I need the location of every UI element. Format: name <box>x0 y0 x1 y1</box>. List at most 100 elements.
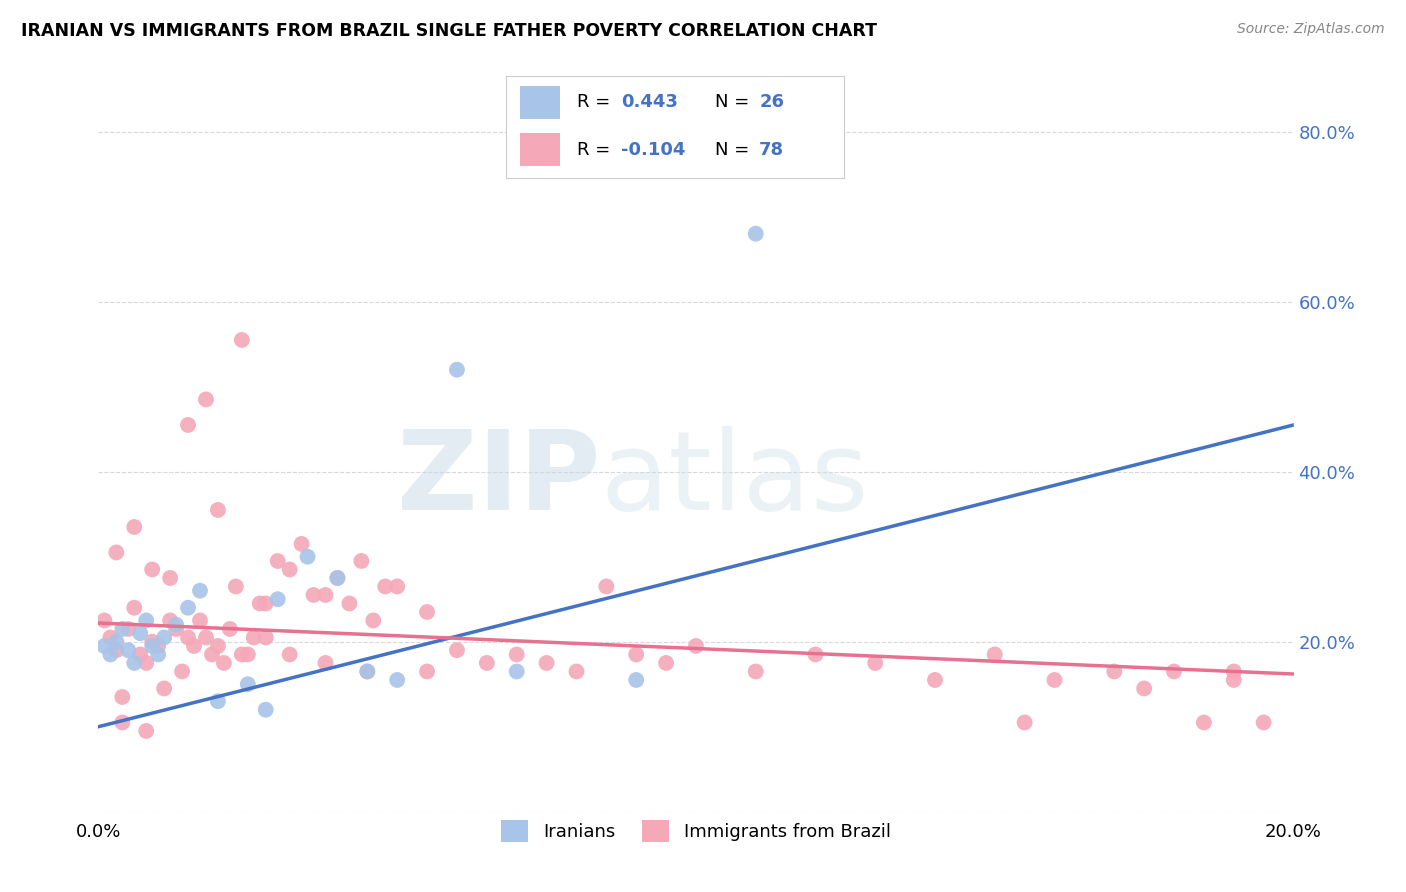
Point <box>135 614 157 628</box>
Point <box>153 681 176 696</box>
Point <box>105 643 128 657</box>
Point <box>297 549 319 564</box>
Point <box>207 503 229 517</box>
Point <box>93 639 115 653</box>
Point <box>153 631 176 645</box>
Point <box>1223 665 1246 679</box>
Point <box>129 648 152 662</box>
Point <box>446 643 468 657</box>
Point <box>745 227 768 241</box>
Point <box>159 571 181 585</box>
Point <box>278 562 301 576</box>
Point <box>385 673 409 687</box>
Text: IRANIAN VS IMMIGRANTS FROM BRAZIL SINGLE FATHER POVERTY CORRELATION CHART: IRANIAN VS IMMIGRANTS FROM BRAZIL SINGLE… <box>21 22 877 40</box>
Point <box>105 634 128 648</box>
Point <box>124 600 146 615</box>
Point <box>207 639 229 653</box>
Point <box>475 656 498 670</box>
Point <box>374 579 396 593</box>
Point <box>165 617 187 632</box>
Point <box>98 631 122 645</box>
Point <box>626 648 648 662</box>
Point <box>159 614 181 628</box>
Point <box>225 579 247 593</box>
Point <box>506 648 529 662</box>
Point <box>219 622 242 636</box>
Legend: Iranians, Immigrants from Brazil: Iranians, Immigrants from Brazil <box>494 814 898 850</box>
Point <box>236 677 259 691</box>
Text: ZIP: ZIP <box>396 425 600 533</box>
Point <box>685 639 707 653</box>
Point <box>326 571 349 585</box>
Text: R =: R = <box>576 141 616 159</box>
Point <box>363 614 385 628</box>
Point <box>1104 665 1126 679</box>
Point <box>254 597 277 611</box>
Text: 26: 26 <box>759 94 785 112</box>
Point <box>93 614 115 628</box>
Point <box>984 648 1007 662</box>
Point <box>188 614 211 628</box>
Point <box>117 643 139 657</box>
Point <box>1043 673 1066 687</box>
Point <box>506 665 529 679</box>
Bar <box>520 87 560 119</box>
Point <box>111 690 134 704</box>
Point <box>315 656 337 670</box>
Point <box>231 648 253 662</box>
Point <box>201 648 224 662</box>
Point <box>1014 715 1036 730</box>
Point <box>291 537 314 551</box>
Point <box>195 631 218 645</box>
Point <box>183 639 205 653</box>
Point <box>416 605 439 619</box>
Point <box>1133 681 1156 696</box>
Point <box>177 631 200 645</box>
Point <box>278 648 301 662</box>
Point <box>356 665 378 679</box>
Point <box>141 639 163 653</box>
Point <box>165 622 187 636</box>
Text: 78: 78 <box>759 141 785 159</box>
Point <box>1223 673 1246 687</box>
Point <box>105 545 128 559</box>
Point <box>129 626 152 640</box>
Point <box>212 656 235 670</box>
Point <box>243 631 266 645</box>
Point <box>626 673 648 687</box>
Point <box>865 656 887 670</box>
Point <box>148 639 170 653</box>
Point <box>326 571 349 585</box>
Point <box>356 665 378 679</box>
Point <box>111 715 134 730</box>
Point <box>446 362 468 376</box>
Point <box>416 665 439 679</box>
Point <box>124 656 146 670</box>
Point <box>302 588 325 602</box>
Point <box>254 703 277 717</box>
Point <box>924 673 946 687</box>
Point <box>745 665 768 679</box>
Text: atlas: atlas <box>600 425 869 533</box>
Point <box>98 648 122 662</box>
Point <box>141 634 163 648</box>
Point <box>207 694 229 708</box>
Point <box>177 417 200 432</box>
Point <box>111 622 134 636</box>
Point <box>565 665 588 679</box>
Point <box>117 622 139 636</box>
Point <box>254 631 277 645</box>
Point <box>135 656 157 670</box>
Point <box>188 583 211 598</box>
Text: -0.104: -0.104 <box>621 141 685 159</box>
Point <box>655 656 678 670</box>
Point <box>195 392 218 407</box>
Point <box>177 600 200 615</box>
Point <box>124 520 146 534</box>
Point <box>172 665 194 679</box>
Point <box>267 554 290 568</box>
Point <box>315 588 337 602</box>
Text: N =: N = <box>716 94 755 112</box>
Point <box>135 723 157 738</box>
Point <box>536 656 558 670</box>
